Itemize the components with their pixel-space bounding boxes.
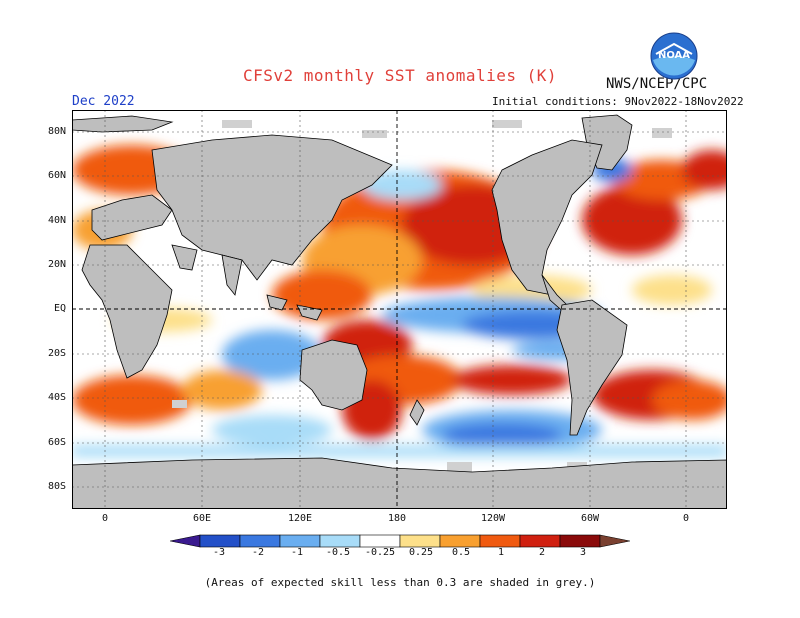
legend-swatch xyxy=(439,534,481,548)
legend-swatch xyxy=(599,534,630,548)
lon-label: 180 xyxy=(387,513,407,524)
legend-label: 0.25 xyxy=(408,547,434,558)
reference-lines xyxy=(72,110,727,509)
lat-label: 40N xyxy=(48,215,67,226)
land xyxy=(72,114,727,509)
map-title: CFSv2 monthly SST anomalies (K) xyxy=(242,66,558,85)
lon-label: 0 xyxy=(101,513,109,524)
legend-swatch xyxy=(170,534,201,548)
lon-label: 120W xyxy=(480,513,506,524)
legend-label: 2 xyxy=(538,547,546,558)
footnote: (Areas of expected skill less than 0.3 a… xyxy=(204,576,596,589)
legend-swatch xyxy=(519,534,561,548)
legend-label: 1 xyxy=(497,547,505,558)
sst-anomaly-map xyxy=(72,110,727,509)
color-bar xyxy=(170,534,630,548)
lon-label: 60W xyxy=(580,513,600,524)
legend-label: -0.5 xyxy=(325,547,351,558)
legend-swatch xyxy=(399,534,441,548)
graticule xyxy=(72,110,727,509)
lat-label: EQ xyxy=(54,303,67,314)
lon-label: 0 xyxy=(682,513,690,524)
legend-swatch xyxy=(199,534,241,548)
noaa-logo: NOAA xyxy=(650,32,698,80)
legend-label: 0.5 xyxy=(451,547,471,558)
lat-label: 20N xyxy=(48,259,67,270)
noaa-logo-text: NOAA xyxy=(658,50,690,61)
lat-label: 40S xyxy=(48,392,67,403)
lat-label: 80N xyxy=(48,126,67,137)
map-frame xyxy=(72,110,727,509)
legend-swatch xyxy=(479,534,521,548)
lon-label: 120E xyxy=(287,513,313,524)
agency-label: NWS/NCEP/CPC xyxy=(606,76,708,92)
lat-label: 80S xyxy=(48,481,67,492)
legend-label: -1 xyxy=(290,547,304,558)
legend-label: -3 xyxy=(212,547,226,558)
forecast-month: Dec 2022 xyxy=(72,94,135,109)
legend-swatch xyxy=(319,534,361,548)
lat-label: 60S xyxy=(48,437,67,448)
legend-label: -0.25 xyxy=(364,547,396,558)
legend-swatch xyxy=(559,534,601,548)
lon-label: 60E xyxy=(192,513,212,524)
legend-swatch xyxy=(279,534,321,548)
lat-label: 20S xyxy=(48,348,67,359)
legend-swatch xyxy=(359,534,401,548)
legend-label: 3 xyxy=(579,547,587,558)
lat-label: 60N xyxy=(48,170,67,181)
legend-label: -2 xyxy=(251,547,265,558)
initial-conditions: Initial conditions: 9Nov2022-18Nov2022 xyxy=(492,95,744,108)
legend-swatch xyxy=(239,534,281,548)
